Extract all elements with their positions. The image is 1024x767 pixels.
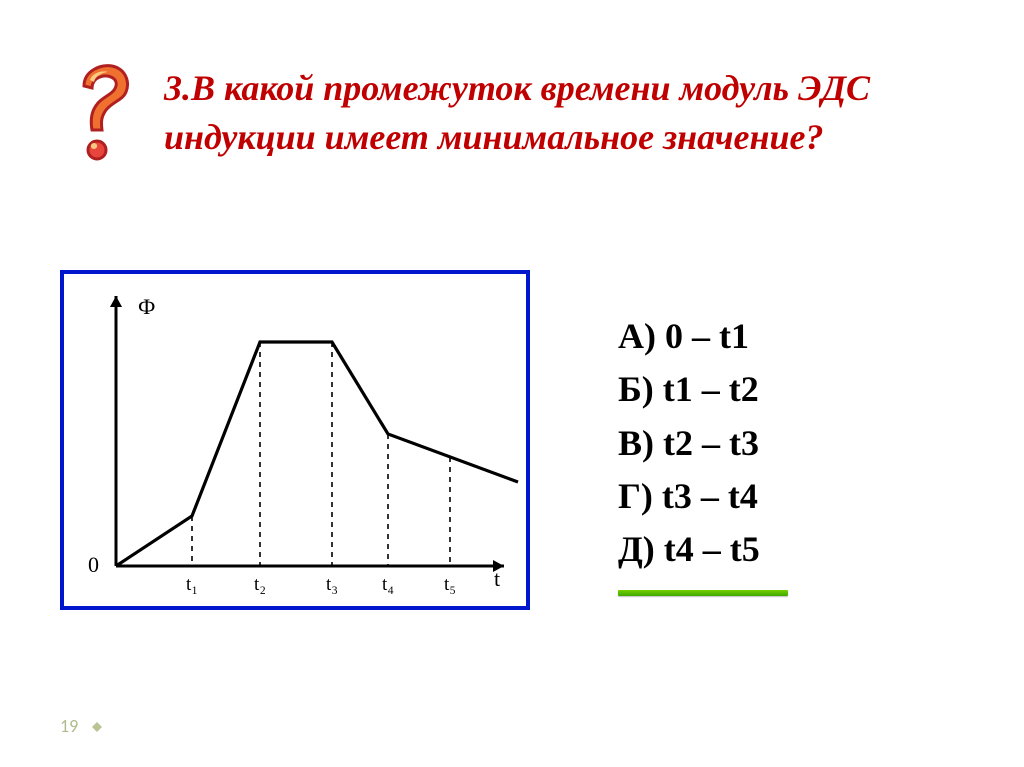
page-number: 19 <box>60 715 104 739</box>
question-title-text: 3.В какой промежуток времени модуль ЭДС … <box>164 64 984 161</box>
answer-option-v: В) t2 – t3 <box>618 417 760 470</box>
answer-option-d: Д) t4 – t5 <box>618 523 760 576</box>
answer-highlight-bar <box>618 590 788 596</box>
question-title: 3.В какой промежуток времени модуль ЭДС … <box>164 64 984 161</box>
question-mark-icon <box>68 60 142 170</box>
svg-text:t: t <box>494 566 500 591</box>
page-number-text: 19 <box>60 715 78 737</box>
svg-text:t₃: t₃ <box>326 574 338 595</box>
answer-option-a: А) 0 – t1 <box>618 310 760 363</box>
flux-vs-time-chart: Фt 0 t₁ t₂ t₃ t₄ t₅ <box>64 274 526 606</box>
answer-option-b: Б) t1 – t2 <box>618 363 760 416</box>
svg-text:t₄: t₄ <box>382 574 394 595</box>
svg-text:t₅: t₅ <box>444 574 456 595</box>
slide: 3.В какой промежуток времени модуль ЭДС … <box>0 0 1024 767</box>
svg-text:t₂: t₂ <box>254 574 266 595</box>
svg-text:0: 0 <box>88 552 99 577</box>
answer-option-g: Г) t3 – t4 <box>618 470 760 523</box>
svg-text:Ф: Ф <box>138 294 155 319</box>
page-number-marker-icon <box>90 717 104 739</box>
chart-frame: Фt 0 t₁ t₂ t₃ t₄ t₅ <box>60 270 530 610</box>
svg-text:t₁: t₁ <box>186 574 198 595</box>
answer-options: А) 0 – t1 Б) t1 – t2 В) t2 – t3 Г) t3 – … <box>618 310 760 576</box>
